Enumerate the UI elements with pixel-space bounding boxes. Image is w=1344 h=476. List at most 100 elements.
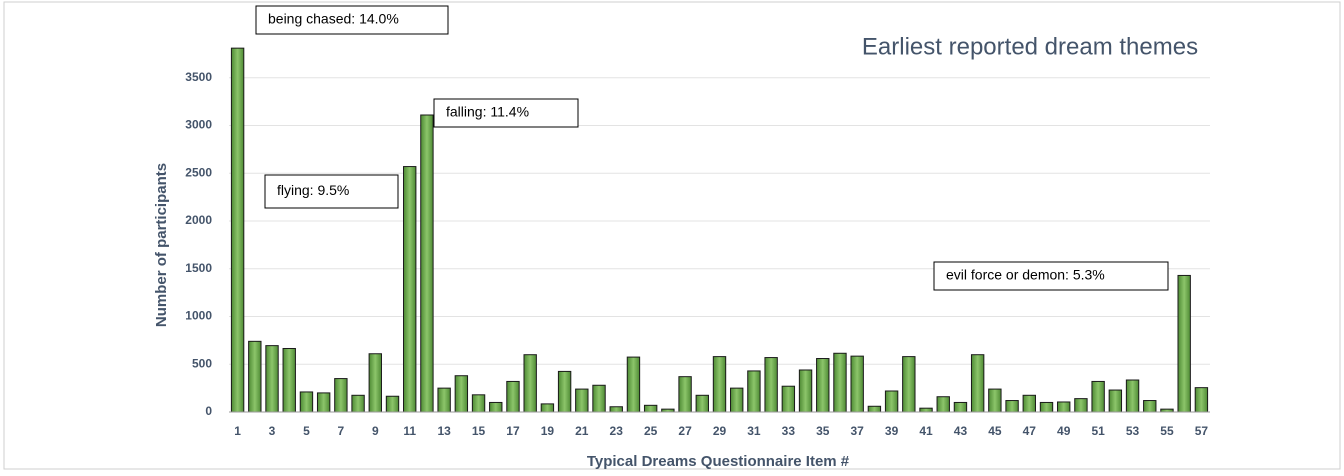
x-tick-label: 3: [269, 424, 276, 438]
bar: [919, 407, 933, 413]
bar: [316, 392, 331, 413]
bar: [1039, 401, 1054, 413]
bar: [695, 394, 709, 413]
x-tick-label: 31: [747, 424, 761, 438]
bar: [953, 401, 968, 413]
x-tick-label: 9: [372, 424, 379, 438]
x-tick-label: 15: [472, 424, 486, 438]
y-tick-label: 500: [192, 356, 212, 370]
annotation: flying: 9.5%: [277, 182, 349, 198]
x-tick-label: 41: [919, 424, 933, 438]
bar: [592, 384, 606, 413]
x-tick-label: 55: [1160, 424, 1174, 438]
bar: [850, 355, 864, 413]
bar: [1057, 401, 1071, 413]
bar: [437, 387, 451, 413]
x-tick-label: 11: [403, 424, 416, 438]
x-tick-label: 33: [782, 424, 796, 438]
x-tick-label: 5: [303, 424, 310, 438]
x-tick-label: 35: [816, 424, 830, 438]
bar: [248, 340, 262, 413]
bar: [1074, 398, 1088, 413]
x-tick-label: 37: [851, 424, 865, 438]
bar: [1108, 389, 1123, 413]
x-tick-label: 13: [437, 424, 451, 438]
bar: [265, 345, 279, 413]
bar: [575, 388, 589, 413]
annotation-box: [433, 98, 579, 128]
annotation-box: [264, 174, 399, 209]
bar: [747, 370, 761, 413]
chart-title: Earliest reported dream themes: [862, 33, 1198, 60]
bar: [489, 401, 503, 413]
bar: [867, 405, 882, 413]
y-axis-title: Number of participants: [153, 163, 170, 327]
x-tick-label: 39: [885, 424, 899, 438]
y-tick-label: 1500: [185, 261, 212, 275]
bar: [712, 356, 727, 413]
x-tick-label: 49: [1057, 424, 1071, 438]
bar: [902, 356, 916, 413]
bar: [643, 404, 658, 413]
y-tick-label: 0: [205, 404, 212, 418]
x-tick-label: 57: [1195, 424, 1209, 438]
y-tick-label: 2000: [185, 213, 212, 227]
bar: [833, 352, 847, 413]
bar: [540, 403, 555, 413]
x-tick-label: 7: [338, 424, 345, 438]
bar: [1022, 394, 1036, 413]
bar: [420, 114, 434, 413]
y-tick-label: 3000: [185, 118, 212, 132]
bar: [385, 395, 400, 413]
bar: [351, 394, 365, 413]
bar: [1091, 380, 1105, 413]
x-tick-label: 51: [1091, 424, 1105, 438]
bar: [988, 388, 1002, 413]
bar: [368, 353, 382, 413]
bar: [1005, 400, 1019, 413]
y-tick-label: 1000: [185, 309, 212, 323]
annotation-box: [933, 261, 1169, 291]
annotation: evil force or demon: 5.3%: [946, 267, 1105, 283]
x-axis-title: Typical Dreams Questionnaire Item #: [587, 453, 850, 470]
bar: [1177, 274, 1191, 413]
x-tick-label: 25: [644, 424, 658, 438]
y-tick-label: 2500: [185, 165, 212, 179]
bar: [816, 358, 830, 413]
x-tick-label: 17: [506, 424, 520, 438]
bar: [557, 370, 572, 413]
bar: [299, 391, 314, 413]
annotation: being chased: 14.0%: [268, 11, 399, 27]
y-tick-label: 3500: [185, 70, 212, 84]
bar: [678, 376, 692, 413]
bar: [523, 354, 537, 413]
bar: [230, 47, 245, 413]
bar: [403, 166, 417, 413]
x-tick-label: 23: [610, 424, 624, 438]
x-tick-label: 43: [954, 424, 968, 438]
x-tick-label: 1: [234, 424, 241, 438]
bar: [282, 347, 296, 413]
annotation: falling: 11.4%: [446, 104, 529, 120]
bar: [626, 356, 641, 413]
bar: [506, 380, 520, 413]
x-tick-label: 27: [678, 424, 692, 438]
bar: [609, 406, 623, 413]
frame: [3, 1, 1341, 470]
x-tick-label: 21: [575, 424, 589, 438]
annotation-box: [255, 5, 449, 35]
bar: [471, 394, 486, 413]
bar: [454, 375, 469, 413]
bar: [764, 357, 778, 413]
x-tick-label: 29: [713, 424, 727, 438]
bar: [936, 396, 950, 413]
bar: [1125, 379, 1140, 413]
bar: [334, 378, 348, 413]
bar: [884, 390, 899, 413]
x-tick-label: 53: [1126, 424, 1140, 438]
x-tick-label: 19: [541, 424, 555, 438]
bar: [970, 354, 985, 413]
bar: [1194, 387, 1209, 413]
x-tick-label: 45: [988, 424, 1002, 438]
